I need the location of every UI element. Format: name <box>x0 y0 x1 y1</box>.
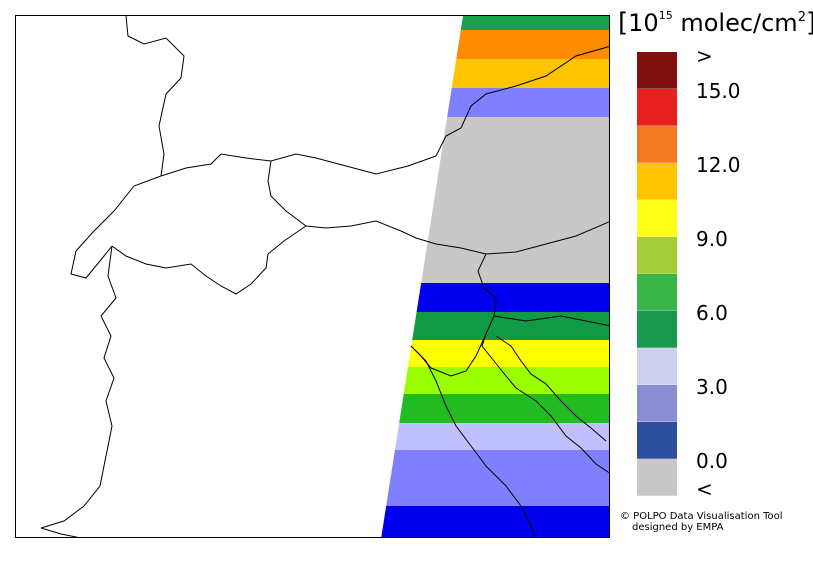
country-borders <box>40 16 609 537</box>
legend-label-3: 3.0 <box>696 375 728 399</box>
ligurian-coast <box>410 345 536 537</box>
legend-label-6: 6.0 <box>696 301 728 325</box>
legend-label-0: 0.0 <box>696 449 728 473</box>
switzerland-italy-border <box>111 225 307 295</box>
unit-title: [1015 molec/cm2] <box>618 8 813 38</box>
legend-label-below: < <box>696 477 713 501</box>
swath-band <box>416 283 609 312</box>
legend-swatch <box>637 459 677 496</box>
slovenia-croatia-border <box>493 315 609 327</box>
legend-swatch <box>637 126 677 163</box>
legend-swatch <box>637 163 677 200</box>
legend-label-12: 12.0 <box>696 153 741 177</box>
unit-exponent: 15 <box>658 9 673 22</box>
unit-square: 2 <box>797 10 806 25</box>
austria-italy-border <box>305 220 609 255</box>
legend-swatch <box>637 89 677 126</box>
credit-line-2: designed by EMPA <box>632 522 724 533</box>
credit-text: © POLPO Data Visualisation Tool designed … <box>620 511 783 533</box>
legend-label-15: 15.0 <box>696 79 741 103</box>
france-italy-border <box>40 245 117 529</box>
map-canvas <box>40 16 609 537</box>
germany-austria-border <box>435 46 609 157</box>
legend-swatch <box>637 385 677 422</box>
color-scale-bar <box>637 52 677 496</box>
unit-open-bracket: [ <box>618 8 629 38</box>
italy-coastline <box>40 333 609 537</box>
unit-close-bracket: ] <box>806 8 813 38</box>
unit-base: 10 <box>628 9 659 37</box>
swath-band <box>421 117 609 283</box>
swath-band <box>447 88 609 117</box>
no2-satellite-swath <box>381 16 609 537</box>
legend-label-above: > <box>696 44 713 68</box>
swath-band <box>407 340 609 367</box>
swath-band <box>399 394 609 423</box>
swath-band <box>451 59 609 88</box>
switzerland-austria-border <box>267 160 307 227</box>
swath-band <box>456 30 609 59</box>
legend-swatch <box>637 422 677 459</box>
swath-band <box>403 367 609 394</box>
legend-swatch <box>637 237 677 274</box>
italy-slovenia-border <box>477 253 497 335</box>
swath-band <box>460 16 609 30</box>
unit-text: molec/cm <box>672 9 798 37</box>
croatia-coastline <box>495 335 607 442</box>
legend-label-9: 9.0 <box>696 227 728 251</box>
legend-swatch <box>637 311 677 348</box>
legend-swatch <box>637 52 677 89</box>
swath-band <box>412 312 609 340</box>
france-germany-border <box>125 16 185 177</box>
credit-line-1: © POLPO Data Visualisation Tool <box>620 511 783 522</box>
map-panel <box>15 15 610 538</box>
legend-swatch <box>637 274 677 311</box>
legend-swatch <box>637 200 677 237</box>
legend-swatch <box>637 348 677 385</box>
swath-band <box>381 506 609 537</box>
swath-band <box>394 423 609 450</box>
germany-switzerland-border <box>160 153 437 177</box>
france-switzerland-border <box>70 175 162 279</box>
